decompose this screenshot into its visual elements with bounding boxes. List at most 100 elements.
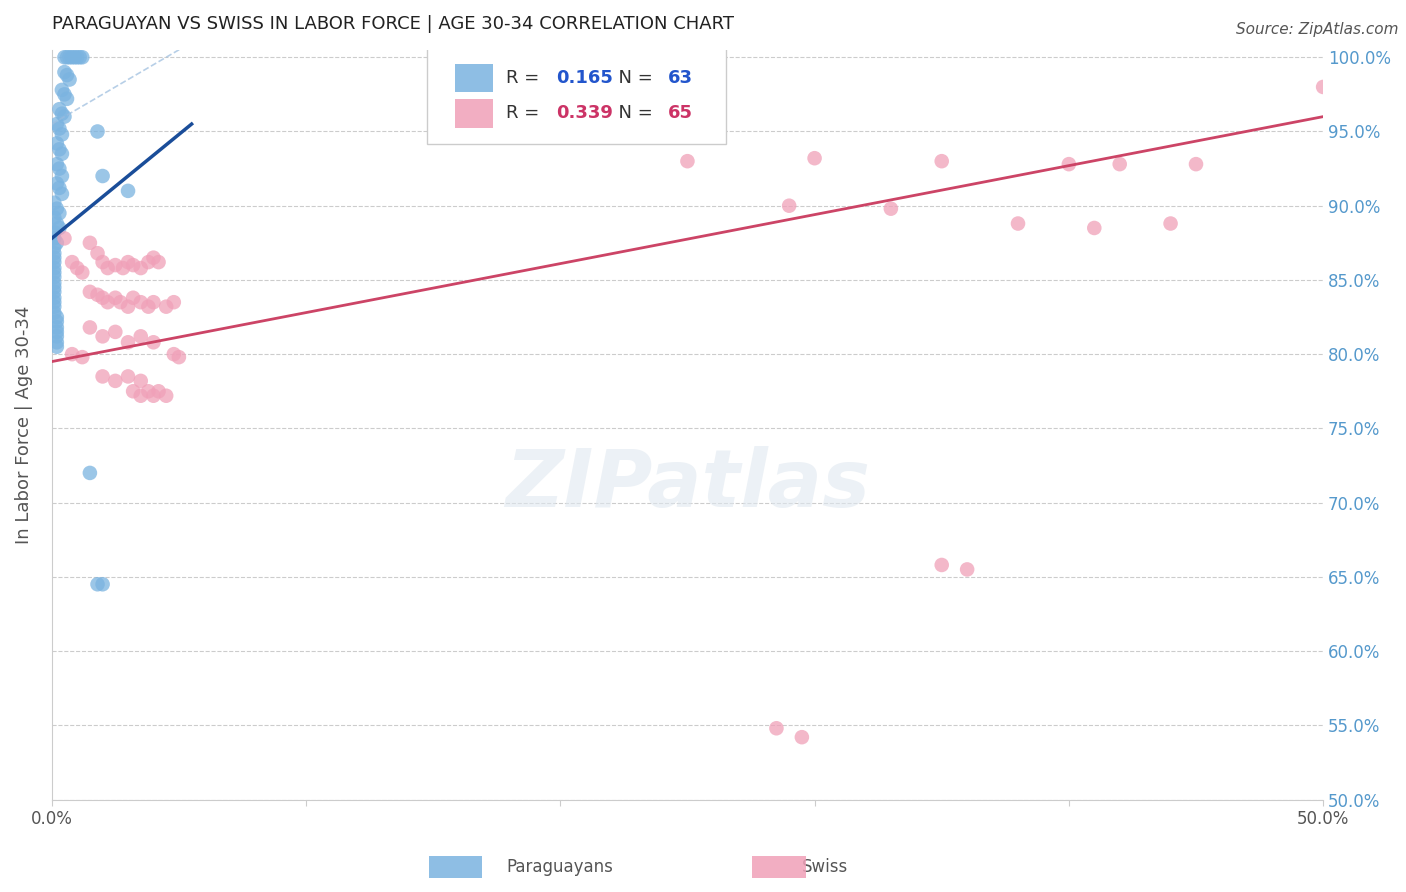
Point	[931, 154, 953, 169]
FancyBboxPatch shape	[454, 99, 494, 128]
Point	[138, 255, 160, 269]
Point	[51, 83, 73, 97]
Point	[45, 217, 67, 231]
Text: Swiss: Swiss	[801, 858, 848, 876]
Point	[60, 347, 83, 361]
Point	[142, 335, 165, 350]
Point	[48, 206, 70, 220]
Point	[63, 50, 86, 64]
Point	[97, 295, 120, 310]
Point	[676, 154, 699, 169]
Point	[44, 231, 66, 245]
Point	[117, 369, 139, 384]
Point	[129, 374, 152, 388]
Text: 65: 65	[668, 104, 693, 122]
Point	[45, 157, 67, 171]
Point	[1057, 157, 1080, 171]
Point	[122, 384, 145, 399]
Point	[45, 329, 67, 343]
Y-axis label: In Labor Force | Age 30-34: In Labor Force | Age 30-34	[15, 305, 32, 544]
Point	[44, 295, 66, 310]
Point	[129, 261, 152, 276]
Point	[1108, 157, 1130, 171]
Text: Paraguayans: Paraguayans	[506, 858, 613, 876]
Point	[44, 226, 66, 240]
Point	[72, 266, 94, 280]
Point	[956, 562, 979, 576]
Point	[45, 235, 67, 250]
Point	[56, 50, 79, 64]
Point	[45, 177, 67, 191]
Point	[1007, 217, 1029, 231]
Point	[104, 325, 127, 339]
Point	[51, 169, 73, 183]
Point	[48, 142, 70, 156]
Point	[148, 384, 170, 399]
Point	[44, 270, 66, 285]
Point	[44, 276, 66, 290]
Point	[86, 124, 108, 138]
Point	[91, 329, 114, 343]
Point	[72, 350, 94, 364]
Point	[91, 169, 114, 183]
Point	[44, 255, 66, 269]
Point	[51, 146, 73, 161]
Point	[122, 291, 145, 305]
Point	[53, 50, 76, 64]
Point	[765, 721, 787, 735]
Point	[163, 347, 186, 361]
Point	[138, 300, 160, 314]
Point	[56, 68, 79, 82]
Point	[931, 558, 953, 572]
Point	[117, 300, 139, 314]
Point	[79, 320, 101, 334]
Point	[69, 50, 91, 64]
Point	[129, 295, 152, 310]
Point	[44, 300, 66, 314]
Point	[72, 50, 94, 64]
Point	[142, 389, 165, 403]
Point	[117, 255, 139, 269]
Text: Source: ZipAtlas.com: Source: ZipAtlas.com	[1236, 22, 1399, 37]
Point	[44, 280, 66, 294]
Point	[45, 117, 67, 131]
Point	[79, 466, 101, 480]
Point	[48, 221, 70, 235]
Point	[79, 235, 101, 250]
Point	[51, 106, 73, 120]
Point	[163, 295, 186, 310]
Point	[45, 310, 67, 324]
Point	[44, 246, 66, 260]
Point	[1083, 221, 1105, 235]
Point	[91, 577, 114, 591]
Point	[53, 231, 76, 245]
Point	[138, 384, 160, 399]
Point	[53, 110, 76, 124]
Point	[104, 374, 127, 388]
Point	[48, 121, 70, 136]
Point	[803, 151, 825, 165]
Point	[167, 350, 190, 364]
Point	[45, 340, 67, 354]
Point	[44, 291, 66, 305]
Point	[45, 314, 67, 328]
Text: 0.165: 0.165	[557, 69, 613, 87]
Point	[104, 258, 127, 272]
Point	[44, 305, 66, 319]
Text: PARAGUAYAN VS SWISS IN LABOR FORCE | AGE 30-34 CORRELATION CHART: PARAGUAYAN VS SWISS IN LABOR FORCE | AGE…	[52, 15, 734, 33]
Point	[58, 50, 80, 64]
Point	[117, 184, 139, 198]
Point	[778, 199, 800, 213]
FancyBboxPatch shape	[427, 47, 725, 144]
Point	[117, 335, 139, 350]
Point	[91, 369, 114, 384]
Point	[1160, 217, 1182, 231]
Point	[142, 295, 165, 310]
Point	[45, 320, 67, 334]
Point	[122, 258, 145, 272]
Text: N =: N =	[607, 104, 659, 122]
Point	[44, 195, 66, 210]
Point	[56, 92, 79, 106]
Point	[60, 255, 83, 269]
Point	[44, 240, 66, 254]
